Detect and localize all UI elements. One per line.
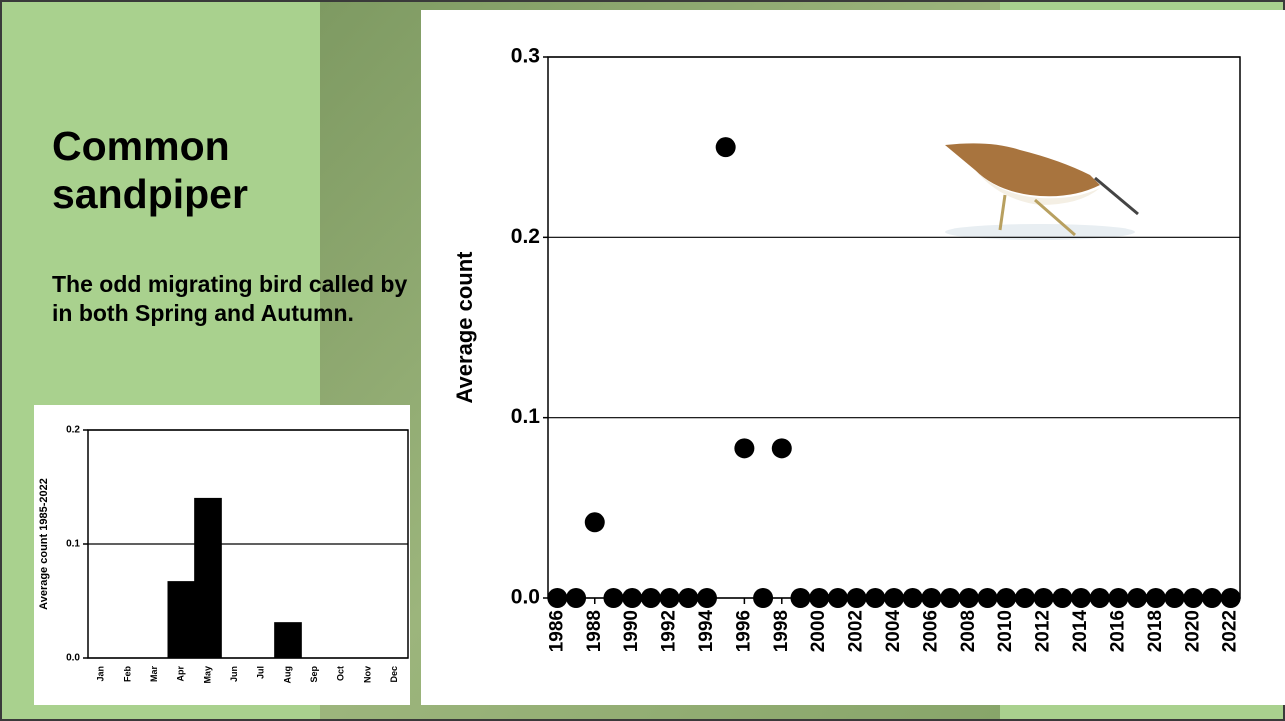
data-point	[678, 588, 698, 608]
data-point	[660, 588, 680, 608]
data-point	[903, 588, 923, 608]
x-tick-label: 2008	[958, 610, 979, 652]
data-point	[940, 588, 960, 608]
x-tick-label: Oct	[336, 666, 346, 681]
x-tick-label: Apr	[176, 666, 186, 682]
data-point	[884, 588, 904, 608]
x-tick-label: Jul	[256, 666, 266, 679]
data-point	[753, 588, 773, 608]
data-point	[1183, 588, 1203, 608]
data-point	[716, 137, 736, 157]
data-point	[1071, 588, 1091, 608]
data-point	[734, 438, 754, 458]
y-tick-label: 0.2	[66, 425, 80, 436]
y-axis-label: Average count 1985-2022	[38, 478, 50, 610]
x-tick-label: 1998	[771, 610, 792, 652]
y-tick-label: 0.0	[511, 586, 540, 609]
data-point	[921, 588, 941, 608]
x-tick-label: 2022	[1220, 610, 1241, 652]
x-tick-label: Jan	[96, 666, 106, 682]
x-tick-label: Nov	[362, 666, 372, 683]
data-point	[622, 588, 642, 608]
data-point	[1202, 588, 1222, 608]
data-point	[847, 588, 867, 608]
x-tick-label: 1986	[546, 610, 567, 652]
x-tick-label: 2006	[920, 610, 941, 652]
x-tick-label: 1988	[584, 610, 605, 652]
y-tick-label: 0.3	[511, 45, 540, 68]
data-point	[1034, 588, 1054, 608]
x-tick-label: 1994	[696, 610, 717, 653]
y-tick-label: 0.1	[66, 539, 80, 550]
bar	[275, 623, 302, 658]
bar	[168, 582, 195, 658]
data-point	[1165, 588, 1185, 608]
slide-title: Common sandpiper	[52, 122, 292, 218]
x-tick-label: Dec	[389, 666, 399, 683]
data-point	[1221, 588, 1241, 608]
inset-chart-panel	[34, 405, 410, 705]
data-point	[641, 588, 661, 608]
data-point	[1015, 588, 1035, 608]
data-point	[1146, 588, 1166, 608]
data-point	[1090, 588, 1110, 608]
x-tick-label: 2014	[1070, 610, 1091, 653]
x-tick-label: Aug	[282, 666, 292, 684]
data-point	[1108, 588, 1128, 608]
x-tick-label: 1996	[733, 610, 754, 652]
slide-graphics: 0.0 0.1 0.2 0.3 Average count 1986 1988 1990 199…	[0, 0, 1285, 721]
x-tick-label: 2020	[1182, 610, 1203, 652]
x-tick-label: 2004	[883, 610, 904, 653]
x-tick-label: 2010	[995, 610, 1016, 652]
bar	[195, 498, 222, 658]
x-tick-label: 2012	[1033, 610, 1054, 652]
x-tick-label: 2018	[1145, 610, 1166, 652]
x-tick-label: May	[202, 666, 212, 684]
x-tick-label: 1992	[659, 610, 680, 652]
y-tick-label: 0.2	[511, 225, 540, 248]
data-point	[566, 588, 586, 608]
x-tick-label: Sep	[309, 666, 319, 683]
y-axis-label: Average count	[452, 251, 477, 404]
data-point	[790, 588, 810, 608]
x-tick-label: Mar	[149, 666, 159, 683]
slide: 0.0 0.1 0.2 0.3 Average count 1986 1988 1990 199…	[0, 0, 1285, 721]
x-tick-label: 2000	[808, 610, 829, 652]
slide-text: The odd migrating bird called by in both…	[52, 270, 417, 328]
x-tick-label: Jun	[229, 666, 239, 682]
data-point	[772, 438, 792, 458]
y-tick-label: 0.1	[511, 405, 541, 428]
data-point	[959, 588, 979, 608]
data-point	[697, 588, 717, 608]
data-point	[1127, 588, 1147, 608]
data-point	[809, 588, 829, 608]
data-point	[865, 588, 885, 608]
x-tick-label: 2002	[846, 610, 867, 652]
data-point	[547, 588, 567, 608]
data-point	[978, 588, 998, 608]
x-tick-label: 1990	[621, 610, 642, 652]
x-tick-label: Feb	[122, 666, 132, 683]
data-point	[828, 588, 848, 608]
x-tick-label: 2016	[1107, 610, 1128, 652]
data-point	[996, 588, 1016, 608]
y-tick-label: 0.0	[66, 653, 80, 664]
data-point	[1052, 588, 1072, 608]
data-point	[603, 588, 623, 608]
data-point	[585, 512, 605, 532]
